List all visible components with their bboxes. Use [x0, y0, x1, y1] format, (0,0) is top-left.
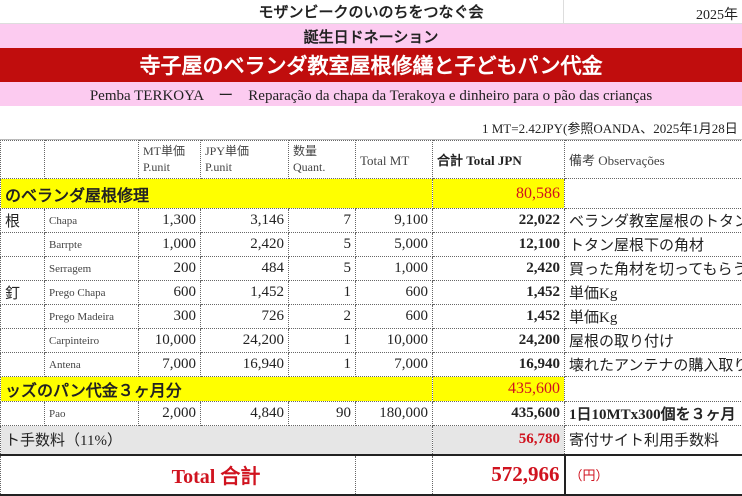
- cell: 1: [289, 329, 356, 353]
- org-row: モザンビークのいのちをつなぐ会 2025年: [0, 0, 742, 24]
- exchange-rate: 1 MT=2.42JPY(参照OANDA、2025年1月28日: [0, 116, 742, 140]
- cell: 12,100: [433, 233, 565, 257]
- grand-total-row[interactable]: Total 合計 572,966（円）: [1, 455, 742, 495]
- cell: 600: [356, 305, 433, 329]
- cell: トタン屋根下の角材: [565, 233, 742, 257]
- cell: 1: [289, 353, 356, 377]
- cell: 5,000: [356, 233, 433, 257]
- grand-total-label: Total 合計: [1, 455, 356, 495]
- cell: 1,300: [139, 209, 201, 233]
- cell: 16,940: [201, 353, 289, 377]
- cell: 根: [1, 209, 45, 233]
- cell: 2,000: [139, 402, 201, 426]
- cell: Antena: [45, 353, 139, 377]
- cell: Prego Chapa: [45, 281, 139, 305]
- cell: 24,200: [433, 329, 565, 353]
- year: 2025年: [696, 4, 738, 24]
- cell: 7,000: [356, 353, 433, 377]
- cell: 屋根の取り付け: [565, 329, 742, 353]
- cell: 7: [289, 209, 356, 233]
- fee-label: ト手数料（11%）: [1, 426, 433, 455]
- section-total: 80,586: [433, 179, 565, 209]
- portuguese-title: Pemba TERKOYA ー Reparação da chapa da Te…: [0, 82, 742, 106]
- cell: 180,000: [356, 402, 433, 426]
- section-label: のベランダ屋根修理: [1, 179, 433, 209]
- cell: 726: [201, 305, 289, 329]
- grand-total: 572,966: [433, 455, 565, 495]
- cell: 買った角材を切ってもらう: [565, 257, 742, 281]
- cell: 16,940: [433, 353, 565, 377]
- cell: 484: [201, 257, 289, 281]
- cell: 10,000: [139, 329, 201, 353]
- cell: 4,840: [201, 402, 289, 426]
- cell: 7,000: [139, 353, 201, 377]
- cell: 壊れたアンテナの購入取り: [565, 353, 742, 377]
- cell: 1,000: [139, 233, 201, 257]
- cell: 600: [356, 281, 433, 305]
- fee-total: 56,780: [433, 426, 565, 455]
- cell: 1: [289, 281, 356, 305]
- cell: 1,452: [201, 281, 289, 305]
- cell: [1, 257, 45, 281]
- cell: Prego Madeira: [45, 305, 139, 329]
- cell: 釘: [1, 281, 45, 305]
- cell: [1, 353, 45, 377]
- cell: 24,200: [201, 329, 289, 353]
- cell: 3,146: [201, 209, 289, 233]
- cell: 90: [289, 402, 356, 426]
- cell: [1, 233, 45, 257]
- currency-unit: （円）: [565, 455, 742, 495]
- cell: 2,420: [433, 257, 565, 281]
- cell: [1, 305, 45, 329]
- cell: 5: [289, 257, 356, 281]
- cell: 1,452: [433, 281, 565, 305]
- org-name: モザンビークのいのちをつなぐ会: [258, 1, 483, 22]
- cell: 2,420: [201, 233, 289, 257]
- cell: 10,000: [356, 329, 433, 353]
- fee-note: 寄付サイト利用手数料: [565, 426, 742, 455]
- cell: 2: [289, 305, 356, 329]
- cell: 200: [139, 257, 201, 281]
- cell: [1, 402, 45, 426]
- cell: 単価Kg: [565, 305, 742, 329]
- cell: 22,022: [433, 209, 565, 233]
- cell: ベランダ教室屋根のトタン: [565, 209, 742, 233]
- cell: 600: [139, 281, 201, 305]
- cell: 5: [289, 233, 356, 257]
- cell: 435,600: [433, 402, 565, 426]
- section-label: ッズのパン代金３ヶ月分: [1, 377, 433, 402]
- cell: 9,100: [356, 209, 433, 233]
- cell: 1日10MTx300個を３ヶ月: [565, 402, 742, 426]
- cell: 単価Kg: [565, 281, 742, 305]
- cell: Serragem: [45, 257, 139, 281]
- section-total: 435,600: [433, 377, 565, 402]
- cell: 1,000: [356, 257, 433, 281]
- cell: [1, 329, 45, 353]
- cell: Carpinteiro: [45, 329, 139, 353]
- cell: Chapa: [45, 209, 139, 233]
- page-title: 寺子屋のベランダ教室屋根修繕と子どもパン代金: [0, 48, 742, 82]
- cell: Pao: [45, 402, 139, 426]
- cell: 300: [139, 305, 201, 329]
- subtitle: 誕生日ドネーション: [0, 24, 742, 48]
- cell: 1,452: [433, 305, 565, 329]
- cell: Barrpte: [45, 233, 139, 257]
